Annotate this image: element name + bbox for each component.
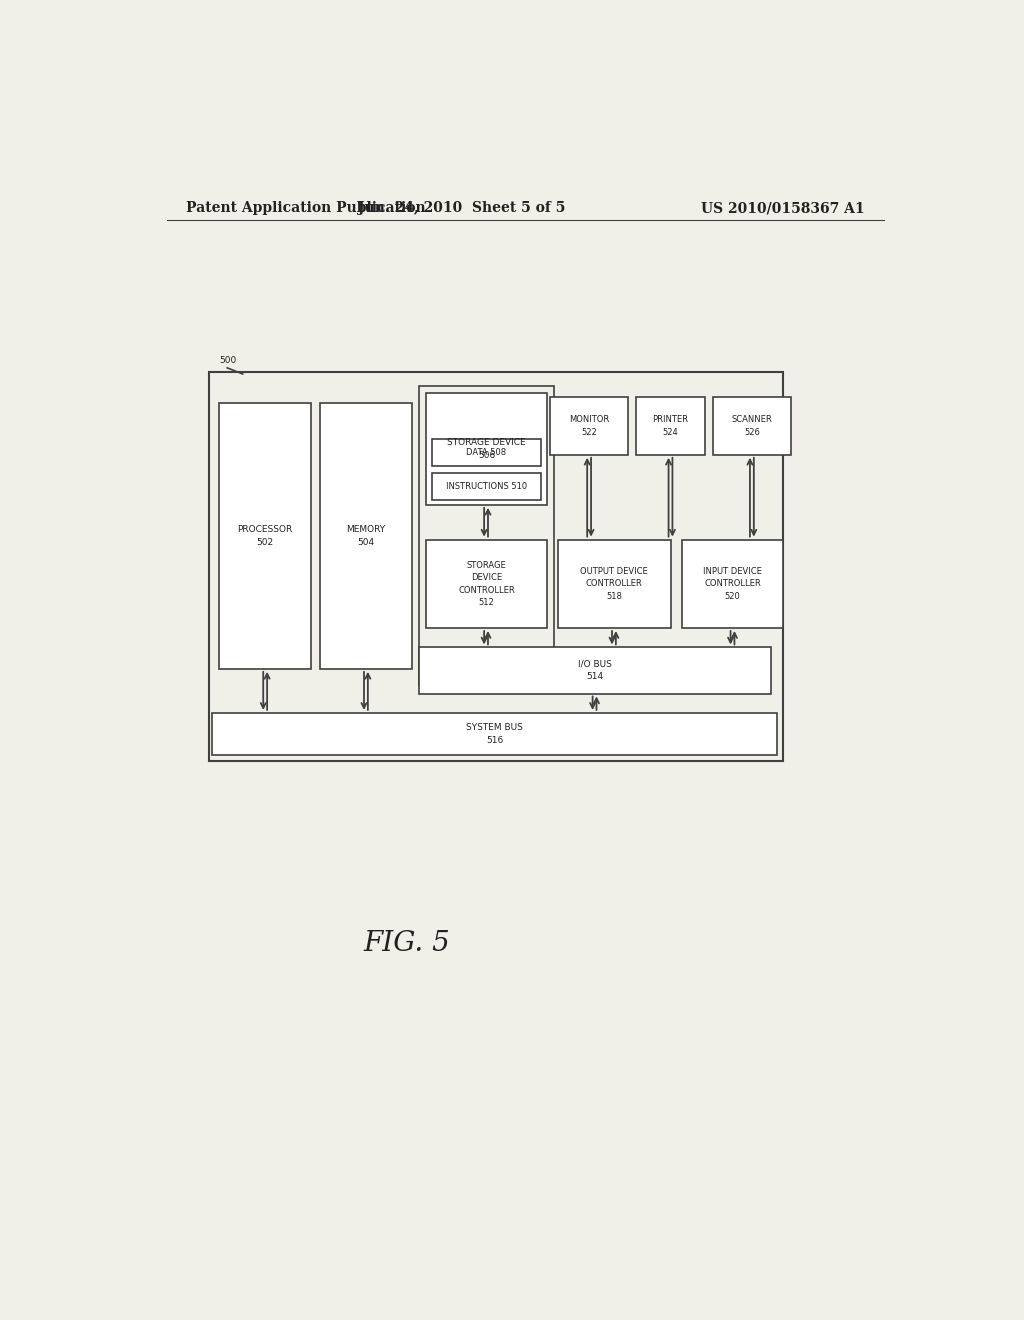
Text: STORAGE DEVICE
506: STORAGE DEVICE 506 xyxy=(447,438,525,459)
Bar xyxy=(209,372,783,762)
Text: I/O BUS
514: I/O BUS 514 xyxy=(578,660,612,681)
Text: FIG. 5: FIG. 5 xyxy=(364,931,451,957)
Text: MONITOR
522: MONITOR 522 xyxy=(569,416,609,437)
Bar xyxy=(713,397,791,455)
Bar xyxy=(419,385,554,686)
Text: Jun. 24, 2010  Sheet 5 of 5: Jun. 24, 2010 Sheet 5 of 5 xyxy=(357,202,565,215)
Text: US 2010/0158367 A1: US 2010/0158367 A1 xyxy=(700,202,864,215)
Text: SYSTEM BUS
516: SYSTEM BUS 516 xyxy=(466,723,523,744)
Text: SCANNER
526: SCANNER 526 xyxy=(731,416,772,437)
Bar xyxy=(558,540,671,628)
Bar xyxy=(550,397,628,455)
Text: MEMORY
504: MEMORY 504 xyxy=(346,525,385,546)
Bar xyxy=(219,404,311,669)
Bar xyxy=(419,647,771,693)
Text: INSTRUCTIONS 510: INSTRUCTIONS 510 xyxy=(445,482,527,491)
Text: INPUT DEVICE
CONTROLLER
520: INPUT DEVICE CONTROLLER 520 xyxy=(703,566,762,601)
Text: DATA 508: DATA 508 xyxy=(466,449,507,458)
Bar xyxy=(636,397,706,455)
Bar xyxy=(212,713,777,755)
Bar xyxy=(432,440,541,466)
Text: STORAGE
DEVICE
CONTROLLER
512: STORAGE DEVICE CONTROLLER 512 xyxy=(458,561,515,607)
Text: 500: 500 xyxy=(219,356,237,364)
Text: OUTPUT DEVICE
CONTROLLER
518: OUTPUT DEVICE CONTROLLER 518 xyxy=(581,566,648,601)
Text: PRINTER
524: PRINTER 524 xyxy=(652,416,688,437)
Bar xyxy=(426,393,547,506)
Bar xyxy=(432,473,541,499)
Text: PROCESSOR
502: PROCESSOR 502 xyxy=(238,525,293,546)
Bar xyxy=(321,404,412,669)
Bar xyxy=(682,540,783,628)
Bar xyxy=(426,540,547,628)
Text: Patent Application Publication: Patent Application Publication xyxy=(186,202,426,215)
